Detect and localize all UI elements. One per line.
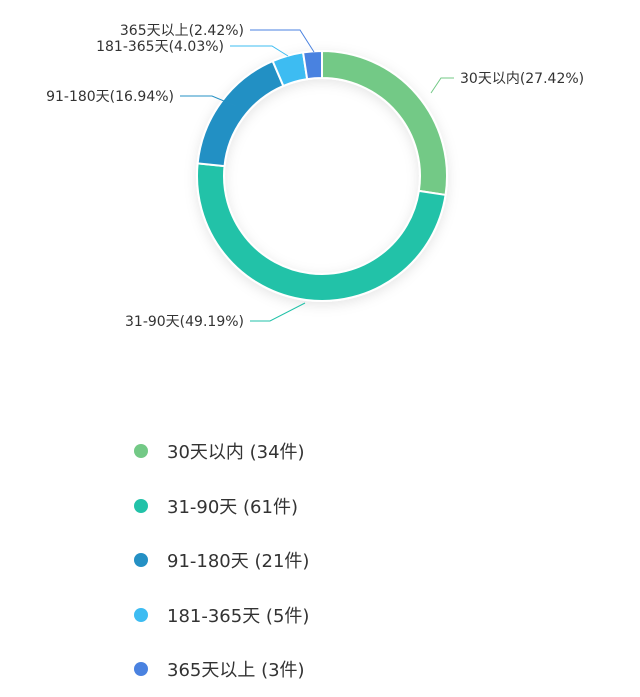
legend-label: 31-90天 (61件): [167, 496, 298, 518]
legend-dot-icon: [134, 444, 148, 459]
leader-line-2: [180, 95, 237, 107]
donut-slice-1[interactable]: [196, 162, 447, 302]
legend-dot-icon: [134, 553, 148, 568]
slices-layer: [196, 49, 448, 302]
legend-label: 30天以内 (34件): [167, 442, 305, 464]
leader-line-3: [230, 45, 289, 57]
leader-line-0: [430, 77, 454, 94]
leader-line-4: [250, 29, 315, 53]
labels-layer: 30天以内(27.42%) 31-90天(49.19%) 91-180天(16.94…: [46, 23, 584, 330]
slice-label-2: 91-180天(16.94%): [46, 89, 174, 105]
legend-label: 181-365天 (5件): [167, 605, 310, 627]
slice-label-1: 31-90天(49.19%): [125, 314, 244, 330]
slice-label-4: 365天以上(2.42%): [120, 23, 244, 39]
legend-item-0[interactable]: 30天以内 (34件): [134, 424, 309, 479]
leaders-layer: [180, 29, 454, 322]
legend: 30天以内 (34件) 31-90天 (61件) 91-180天 (21件) 1…: [134, 424, 309, 697]
donut-chart: 30天以内(27.42%) 31-90天(49.19%) 91-180天(16.94…: [46, 23, 584, 330]
donut-slice-2[interactable]: [196, 59, 285, 168]
donut-slice-4[interactable]: [301, 49, 323, 81]
leader-line-1: [250, 302, 306, 322]
legend-item-4[interactable]: 365天以上 (3件): [134, 642, 309, 697]
legend-dot-icon: [134, 498, 148, 513]
legend-label: 91-180天 (21件): [167, 551, 310, 573]
legend-item-3[interactable]: 181-365天 (5件): [134, 588, 309, 643]
legend-item-1[interactable]: 31-90天 (61件): [134, 479, 309, 534]
legend-dot-icon: [134, 662, 148, 677]
legend-dot-icon: [134, 607, 148, 622]
donut-slice-0[interactable]: [321, 49, 448, 197]
slice-label-3: 181-365天(4.03%): [96, 39, 224, 55]
slice-label-0: 30天以内(27.42%): [460, 71, 584, 87]
legend-item-2[interactable]: 91-180天 (21件): [134, 533, 309, 588]
legend-label: 365天以上 (3件): [167, 660, 305, 682]
